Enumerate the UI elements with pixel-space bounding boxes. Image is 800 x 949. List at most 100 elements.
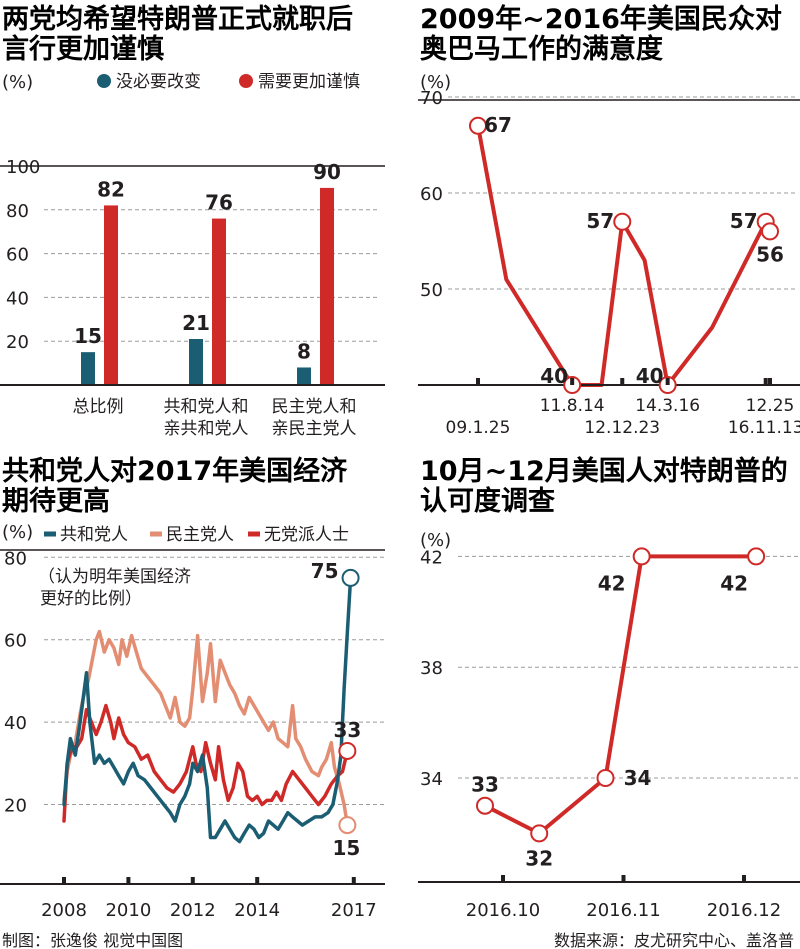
x-tick: [255, 877, 260, 884]
y-tick-label: 50: [420, 280, 443, 301]
x-tick-label: 2016.10: [466, 900, 540, 921]
chart-title: 奥巴马工作的满意度: [420, 33, 663, 65]
y-tick-label: 100: [6, 157, 40, 178]
y-axis-unit: (%): [2, 72, 33, 93]
series-line-3: [62, 703, 350, 823]
x-tick: [621, 875, 626, 882]
data-label: 57: [586, 209, 614, 233]
x-tick-label: 11.8.14: [540, 396, 605, 416]
chart-title: 言行更加谨慎: [2, 33, 164, 65]
y-tick-label: 80: [4, 548, 27, 569]
approval-line: [483, 554, 759, 836]
x-tick: [501, 875, 505, 882]
legend-label: 共和党人: [60, 525, 128, 545]
chart-title: 共和党人对2017年美国经济: [2, 455, 348, 487]
data-label: 57: [730, 209, 758, 233]
data-point: [530, 824, 549, 843]
footer-source: 数据来源：皮尤研究中心、盖洛普: [554, 931, 794, 949]
series-end-marker: [341, 568, 360, 587]
category-label: 共和党人和: [164, 397, 249, 417]
annotation: 更好的比例）: [40, 589, 142, 609]
x-tick-label: 12.12.23: [584, 418, 660, 438]
y-tick-label: 42: [420, 547, 443, 568]
bar: [189, 339, 203, 385]
series-line-1: [62, 576, 353, 844]
data-label: 42: [598, 571, 626, 595]
x-tick-label: 2014: [234, 900, 280, 921]
x-tick: [62, 877, 66, 884]
bar: [297, 367, 311, 385]
series-end-marker: [338, 741, 357, 760]
legend-marker: [239, 74, 253, 88]
y-tick-label: 70: [420, 88, 443, 109]
x-tick-label: 2010: [105, 900, 151, 921]
y-tick-label: 20: [6, 332, 29, 353]
data-point: [613, 212, 632, 231]
x-tick: [351, 877, 356, 884]
series-line-2: [62, 629, 350, 827]
data-label: 34: [624, 766, 652, 790]
category-label: 亲共和党人: [164, 419, 249, 439]
bar: [104, 205, 118, 385]
data-point: [747, 547, 766, 566]
data-label: 32: [525, 846, 553, 870]
x-tick-label: 14.3.16: [635, 396, 700, 416]
bar-value-label: 82: [97, 177, 125, 201]
x-tick: [570, 378, 575, 385]
x-tick: [620, 378, 625, 385]
x-tick: [742, 875, 746, 882]
data-point: [476, 796, 494, 815]
y-tick-label: 38: [420, 658, 443, 679]
bar-value-label: 76: [205, 191, 233, 215]
chart-title: 两党均希望特朗普正式就职后: [2, 3, 353, 35]
x-tick-label: 2012: [170, 900, 216, 921]
annotation: （认为明年美国经济: [38, 567, 191, 587]
data-point: [596, 769, 615, 787]
y-axis-unit: (%): [2, 522, 33, 543]
x-tick: [665, 378, 670, 385]
chart-title: 2009年~2016年美国民众对: [420, 3, 782, 35]
bar-value-label: 8: [297, 339, 311, 363]
y-axis-unit: (%): [420, 72, 451, 93]
data-point: [761, 222, 779, 241]
data-label: 42: [720, 571, 748, 595]
x-tick: [476, 378, 480, 385]
chart-title: 认可度调查: [420, 485, 555, 517]
x-tick-label: 2008: [41, 900, 87, 921]
y-tick-label: 60: [4, 631, 27, 652]
y-tick-label: 80: [6, 201, 29, 222]
legend-label: 没必要改变: [116, 72, 201, 92]
x-tick: [126, 877, 131, 884]
bar: [81, 352, 95, 385]
series-end-label: 33: [333, 718, 361, 742]
legend-label: 无党派人士: [264, 525, 349, 545]
x-tick-label: 2016.12: [707, 900, 781, 921]
bar: [320, 187, 334, 385]
legend-label: 需要更加谨慎: [258, 72, 360, 92]
bar-value-label: 90: [313, 160, 341, 184]
x-tick-label: 12.25: [746, 396, 795, 416]
bar-value-label: 21: [182, 311, 210, 335]
footer-credit: 制图：张逸俊 视觉中国图: [2, 931, 183, 949]
x-tick: [763, 378, 768, 385]
data-label: 40: [540, 364, 568, 388]
data-label: 40: [636, 364, 664, 388]
y-tick-label: 60: [6, 245, 29, 266]
category-label: 总比例: [73, 397, 124, 417]
x-tick-label: 2017: [331, 900, 377, 921]
y-tick-label: 40: [6, 288, 29, 309]
legend-marker: [150, 531, 162, 537]
legend-marker: [248, 531, 260, 537]
x-tick-label: 16.11.13: [728, 418, 800, 438]
y-tick-label: 40: [4, 713, 27, 734]
series-end-marker: [338, 816, 357, 835]
approval-line: [476, 123, 772, 387]
y-tick-label: 20: [4, 796, 27, 817]
y-axis-unit: (%): [420, 530, 451, 551]
bar: [212, 218, 226, 385]
data-label: 67: [484, 113, 512, 137]
